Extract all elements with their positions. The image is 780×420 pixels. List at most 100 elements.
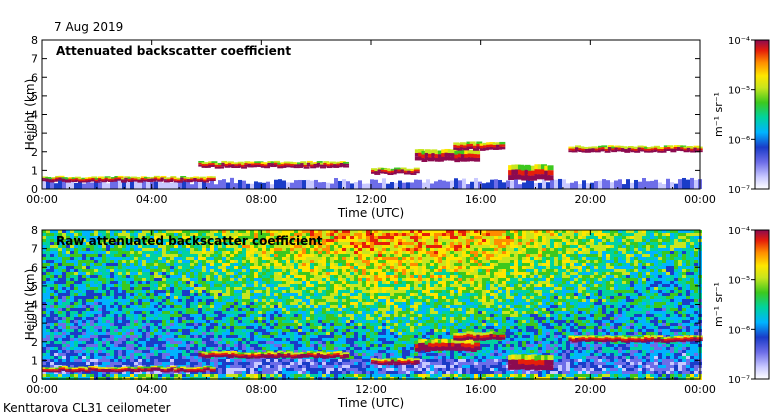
- noise-cell: [90, 248, 94, 251]
- noise-cell: [162, 302, 166, 305]
- noise-cell: [302, 338, 306, 341]
- noise-cell: [70, 338, 74, 341]
- noise-cell: [166, 269, 170, 272]
- noise-cell: [142, 338, 146, 341]
- noise-cell: [46, 248, 50, 251]
- noise-cell: [110, 359, 114, 362]
- noise-cell: [98, 353, 102, 356]
- noise-cell: [202, 356, 206, 359]
- noise-cell: [226, 326, 230, 329]
- noise-cell: [190, 248, 194, 251]
- noise-cell: [222, 314, 226, 317]
- noise-cell: [294, 359, 298, 362]
- noise-cell: [338, 362, 342, 365]
- noise-cell: [214, 269, 218, 272]
- noise-cell: [46, 362, 50, 365]
- noise-cell: [314, 332, 318, 335]
- noise-cell: [122, 335, 126, 338]
- noise-cell: [354, 236, 358, 239]
- noise-cell: [294, 374, 298, 377]
- cloud-cell: [418, 152, 425, 157]
- noise-cell: [342, 374, 346, 377]
- noise-cell: [142, 296, 146, 299]
- noise-cell: [242, 251, 246, 254]
- boundary-layer-cell: [106, 183, 110, 189]
- noise-cell: [70, 233, 74, 236]
- noise-cell: [354, 317, 358, 320]
- noise-cell: [314, 278, 318, 281]
- noise-cell: [354, 356, 358, 359]
- cloud-cell: [111, 177, 118, 179]
- noise-cell: [258, 308, 262, 311]
- noise-cell: [78, 239, 82, 242]
- cloud-cell: [247, 165, 254, 168]
- noise-cell: [90, 269, 94, 272]
- noise-cell: [66, 251, 70, 254]
- noise-cell: [154, 275, 158, 278]
- noise-cell: [202, 269, 206, 272]
- noise-cell: [90, 251, 94, 254]
- noise-cell: [370, 308, 374, 311]
- noise-cell: [274, 332, 278, 335]
- noise-cell: [170, 269, 174, 272]
- noise-cell: [66, 257, 70, 260]
- cloud-cell: [489, 142, 496, 145]
- noise-cell: [122, 245, 126, 248]
- noise-cell: [50, 344, 54, 347]
- noise-cell: [338, 311, 342, 314]
- noise-cell: [134, 344, 138, 347]
- noise-cell: [358, 266, 362, 269]
- noise-cell: [342, 359, 346, 362]
- noise-cell: [230, 290, 234, 293]
- noise-cell: [278, 272, 282, 275]
- noise-cell: [238, 242, 242, 245]
- noise-cell: [306, 359, 310, 362]
- noise-cell: [122, 284, 126, 287]
- cloud-cell: [578, 150, 585, 152]
- noise-cell: [126, 233, 130, 236]
- noise-cell: [334, 308, 338, 311]
- noise-cell: [186, 296, 190, 299]
- noise-cell: [226, 314, 230, 317]
- noise-cell: [94, 266, 98, 269]
- noise-cell: [62, 320, 66, 323]
- noise-cell: [370, 332, 374, 335]
- noise-cell: [314, 260, 318, 263]
- noise-cell: [362, 317, 366, 320]
- noise-cell: [126, 371, 130, 374]
- noise-cell: [166, 365, 170, 368]
- boundary-layer-cell: [666, 178, 670, 189]
- cloud-cell: [134, 178, 141, 181]
- noise-cell: [274, 245, 278, 248]
- noise-cell: [186, 254, 190, 257]
- noise-cell: [310, 302, 314, 305]
- noise-cell: [182, 284, 186, 287]
- noise-cell: [294, 251, 298, 254]
- noise-cell: [354, 344, 358, 347]
- cloud-cell: [683, 146, 690, 149]
- boundary-layer-cell: [82, 183, 86, 189]
- noise-cell: [54, 278, 58, 281]
- cloud-cell: [127, 177, 134, 179]
- noise-cell: [78, 374, 82, 377]
- noise-cell: [146, 254, 150, 257]
- noise-cell: [334, 266, 338, 269]
- cloud-cell: [630, 148, 637, 151]
- noise-cell: [118, 254, 122, 257]
- noise-cell: [314, 347, 318, 350]
- boundary-layer-cell: [694, 179, 698, 189]
- noise-cell: [178, 323, 182, 326]
- noise-cell: [314, 281, 318, 284]
- y-tick-label: 6: [31, 71, 38, 84]
- cloud-cell: [137, 181, 144, 183]
- cloud-cell: [441, 156, 448, 161]
- noise-cell: [126, 365, 130, 368]
- noise-cell: [370, 296, 374, 299]
- noise-cell: [158, 371, 162, 374]
- noise-cell: [194, 281, 198, 284]
- noise-cell: [366, 266, 370, 269]
- noise-cell: [162, 296, 166, 299]
- noise-cell: [226, 368, 230, 371]
- noise-cell: [370, 245, 374, 248]
- noise-cell: [126, 269, 130, 272]
